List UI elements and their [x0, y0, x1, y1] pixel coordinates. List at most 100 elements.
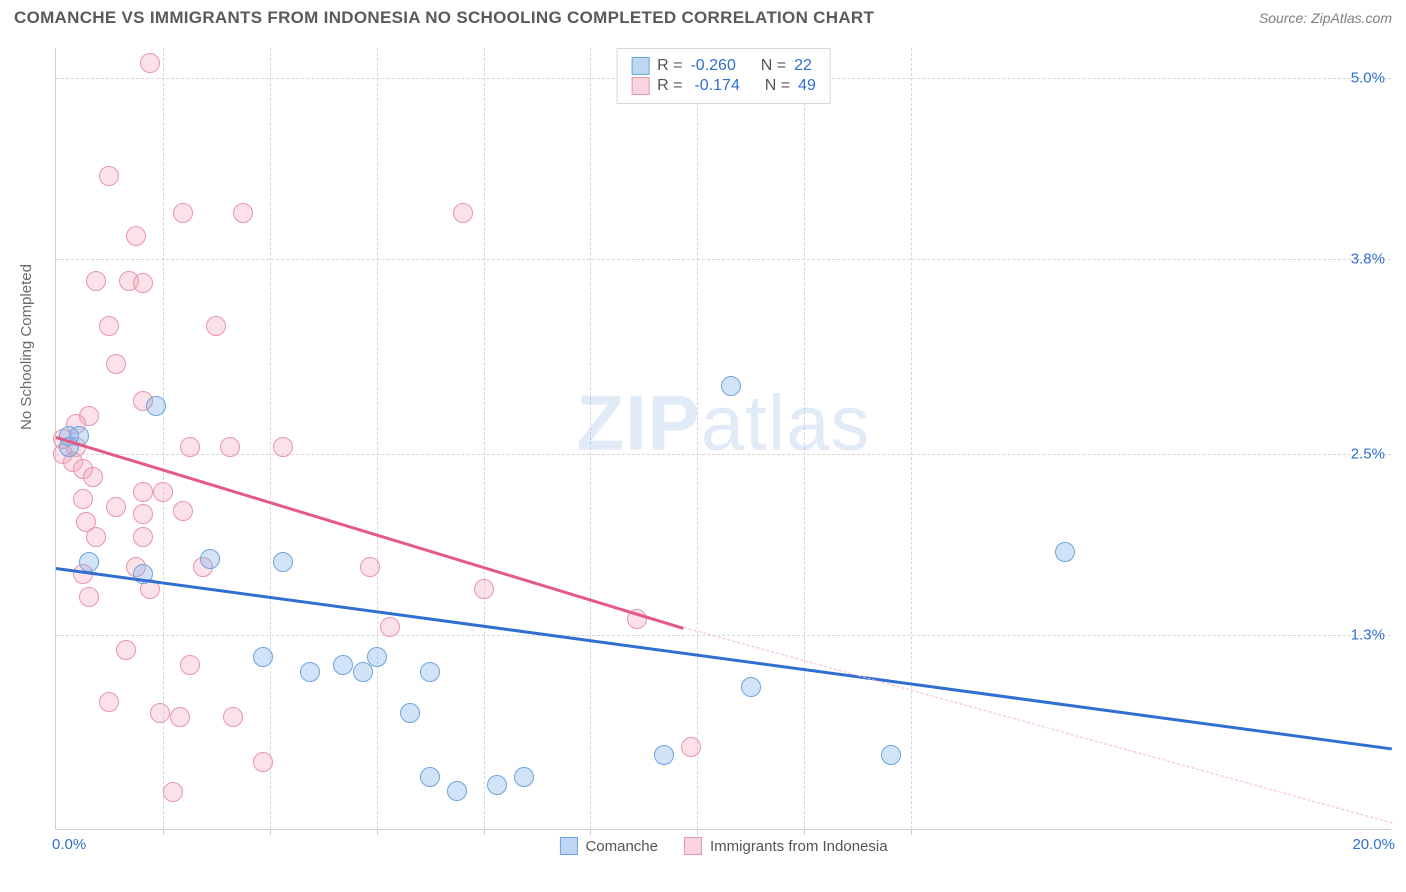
scatter-point-pink: [173, 501, 193, 521]
gridline-h: [56, 454, 1391, 455]
legend-stats-row-pink: R = -0.174 N = 49: [631, 77, 816, 95]
n-label: N =: [761, 57, 786, 75]
gridline-h: [56, 635, 1391, 636]
legend-series: Comanche Immigrants from Indonesia: [559, 837, 887, 855]
scatter-point-blue: [200, 549, 220, 569]
scatter-point-pink: [86, 527, 106, 547]
scatter-point-pink: [99, 316, 119, 336]
y-tick-label: 2.5%: [1351, 446, 1385, 463]
scatter-point-pink: [133, 482, 153, 502]
scatter-point-pink: [220, 437, 240, 457]
scatter-point-pink: [133, 504, 153, 524]
scatter-point-blue: [487, 775, 507, 795]
scatter-point-pink: [474, 579, 494, 599]
scatter-point-pink: [681, 737, 701, 757]
gridline-v: [484, 48, 485, 829]
scatter-point-pink: [253, 752, 273, 772]
r-label: R =: [657, 77, 682, 95]
scatter-point-blue: [333, 655, 353, 675]
scatter-point-pink: [73, 489, 93, 509]
scatter-point-blue: [741, 677, 761, 697]
scatter-point-pink: [380, 617, 400, 637]
legend-stats-box: R = -0.260 N = 22 R = -0.174 N = 49: [616, 48, 831, 104]
legend-item-pink: Immigrants from Indonesia: [684, 837, 888, 855]
scatter-point-pink: [133, 273, 153, 293]
scatter-point-pink: [206, 316, 226, 336]
scatter-point-pink: [126, 226, 146, 246]
r-label: R =: [657, 57, 682, 75]
gridline-v: [377, 48, 378, 829]
y-tick-label: 3.8%: [1351, 250, 1385, 267]
x-tick-mark: [377, 829, 378, 835]
scatter-point-pink: [150, 703, 170, 723]
scatter-point-blue: [420, 767, 440, 787]
scatter-point-blue: [253, 647, 273, 667]
scatter-point-blue: [654, 745, 674, 765]
x-tick-mark: [804, 829, 805, 835]
scatter-point-blue: [273, 552, 293, 572]
scatter-point-blue: [146, 396, 166, 416]
scatter-point-blue: [300, 662, 320, 682]
swatch-pink-icon: [631, 77, 649, 95]
chart-plot-area: ZIPatlas R = -0.260 N = 22 R = -0.174 N …: [55, 48, 1391, 830]
legend-stats-row-blue: R = -0.260 N = 22: [631, 57, 816, 75]
scatter-point-pink: [273, 437, 293, 457]
scatter-point-pink: [133, 527, 153, 547]
y-tick-label: 5.0%: [1351, 70, 1385, 87]
scatter-point-pink: [79, 587, 99, 607]
gridline-v: [911, 48, 912, 829]
y-tick-label: 1.3%: [1351, 626, 1385, 643]
scatter-point-pink: [180, 655, 200, 675]
scatter-point-blue: [367, 647, 387, 667]
gridline-h: [56, 259, 1391, 260]
x-tick-label: 20.0%: [1352, 836, 1395, 853]
swatch-pink-icon: [684, 837, 702, 855]
x-tick-label: 0.0%: [52, 836, 86, 853]
scatter-point-pink: [99, 166, 119, 186]
scatter-point-blue: [447, 781, 467, 801]
scatter-point-blue: [79, 552, 99, 572]
n-value-blue: 22: [794, 57, 812, 75]
scatter-point-blue: [420, 662, 440, 682]
x-tick-mark: [911, 829, 912, 835]
scatter-point-blue: [400, 703, 420, 723]
legend-label-blue: Comanche: [585, 838, 658, 855]
scatter-point-blue: [881, 745, 901, 765]
scatter-point-pink: [83, 467, 103, 487]
gridline-v: [804, 48, 805, 829]
x-tick-mark: [697, 829, 698, 835]
x-tick-mark: [484, 829, 485, 835]
r-value-pink: -0.174: [694, 77, 739, 95]
scatter-point-pink: [99, 692, 119, 712]
gridline-v: [697, 48, 698, 829]
scatter-point-pink: [140, 53, 160, 73]
x-tick-mark: [163, 829, 164, 835]
x-tick-mark: [590, 829, 591, 835]
chart-source: Source: ZipAtlas.com: [1259, 10, 1392, 26]
scatter-point-blue: [721, 376, 741, 396]
scatter-point-pink: [106, 354, 126, 374]
chart-title: COMANCHE VS IMMIGRANTS FROM INDONESIA NO…: [14, 8, 874, 28]
scatter-point-pink: [360, 557, 380, 577]
scatter-point-pink: [180, 437, 200, 457]
scatter-point-pink: [106, 497, 126, 517]
n-label: N =: [765, 77, 790, 95]
scatter-point-pink: [163, 782, 183, 802]
gridline-v: [270, 48, 271, 829]
legend-label-pink: Immigrants from Indonesia: [710, 838, 888, 855]
chart-header: COMANCHE VS IMMIGRANTS FROM INDONESIA NO…: [0, 0, 1406, 28]
trendline-pink-extrapolated: [684, 627, 1392, 823]
gridline-v: [590, 48, 591, 829]
swatch-blue-icon: [631, 57, 649, 75]
scatter-point-pink: [116, 640, 136, 660]
scatter-point-pink: [86, 271, 106, 291]
swatch-blue-icon: [559, 837, 577, 855]
scatter-point-pink: [153, 482, 173, 502]
y-axis-label: No Schooling Completed: [18, 264, 35, 430]
scatter-point-pink: [173, 203, 193, 223]
scatter-point-blue: [514, 767, 534, 787]
n-value-pink: 49: [798, 77, 816, 95]
scatter-point-blue: [1055, 542, 1075, 562]
scatter-point-pink: [170, 707, 190, 727]
x-tick-mark: [270, 829, 271, 835]
